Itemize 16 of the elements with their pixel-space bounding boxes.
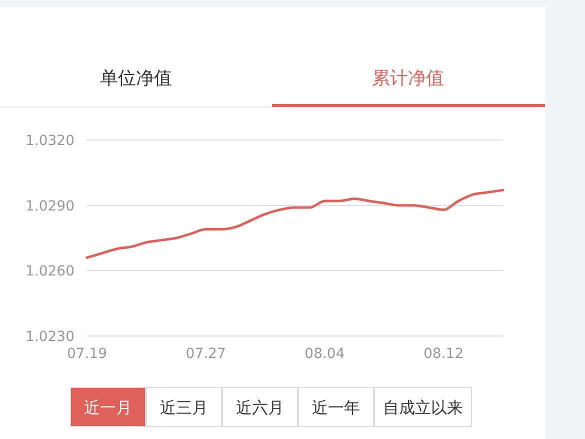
line-series: [86, 188, 504, 259]
text: 近六月: [236, 398, 284, 417]
text: 自成立以来: [383, 398, 463, 417]
y-tick-label: 1.0230: [26, 329, 74, 345]
y-tick-label: 1.0320: [26, 133, 74, 149]
y-tick-label: 1.0260: [26, 264, 74, 280]
text: 单位净值: [100, 68, 172, 89]
y-tick-label: 1.0290: [26, 198, 74, 214]
x-tick-label: 08.12: [424, 346, 464, 362]
text: 累计净值: [372, 68, 444, 89]
x-tick-label: 08.04: [304, 346, 345, 362]
x-tick-label: 07.27: [186, 346, 226, 362]
text: 近一年: [312, 398, 360, 417]
text: 近一月: [84, 398, 132, 417]
x-tick-label: 07.19: [66, 346, 108, 362]
text: 近三月: [160, 398, 208, 417]
